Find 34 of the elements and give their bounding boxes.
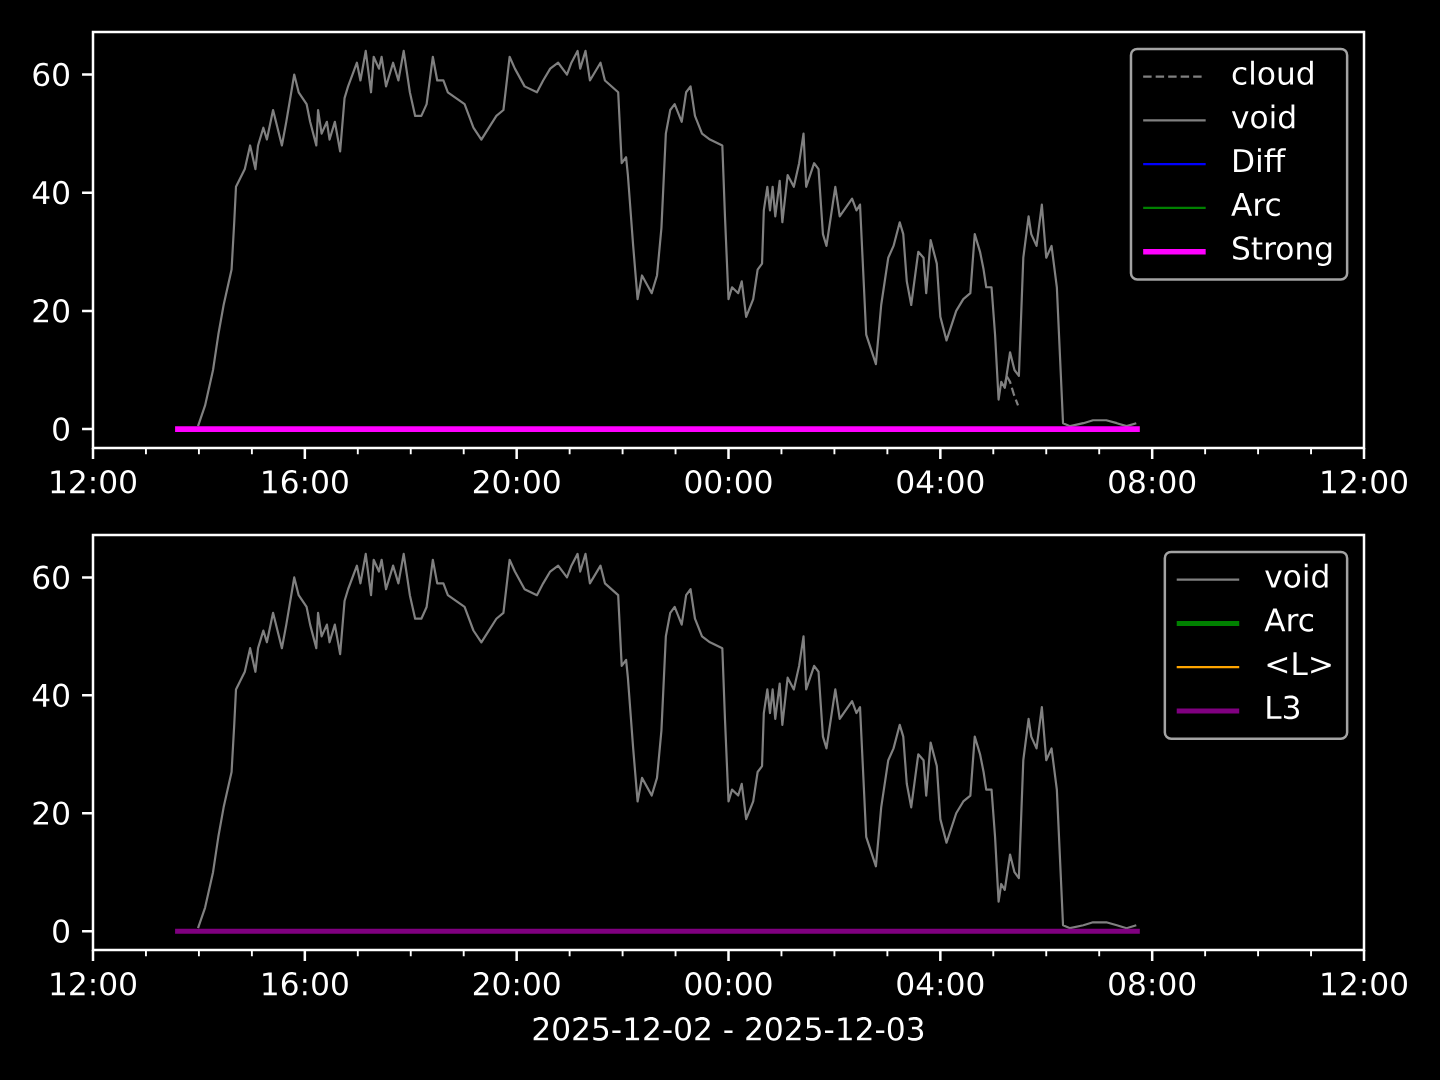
- y-tick-label: 60: [33, 62, 69, 87]
- x-tick-label: 04:00: [897, 971, 984, 996]
- x-tick-label: 12:00: [1322, 971, 1407, 996]
- y-tick-label: 40: [32, 683, 69, 708]
- legend-label: L3: [1267, 695, 1300, 720]
- legend-label: Strong: [1233, 236, 1332, 267]
- y-tick-label: 60: [33, 565, 69, 590]
- x-tick-label: 16:00: [263, 971, 348, 996]
- legend-label: Arc: [1231, 192, 1280, 217]
- legend-label: <L>: [1267, 652, 1331, 676]
- line-series: [196, 49, 1138, 428]
- y-tick-label: 0: [53, 919, 69, 943]
- x-tick-label: 20:00: [473, 469, 560, 494]
- x-axis-title: 2025-12-02 - 2025-12-03: [533, 1017, 924, 1041]
- x-tick-label: 00:00: [685, 469, 772, 494]
- legend-label: Arc: [1264, 608, 1314, 632]
- y-tick-label: 40: [32, 180, 69, 205]
- x-tick-label: 12:00: [51, 971, 136, 996]
- x-tick-label: 20:00: [473, 971, 560, 996]
- legend-label: cloud: [1232, 60, 1313, 85]
- y-tick-label: 0: [53, 417, 69, 441]
- x-tick-label: 08:00: [1109, 971, 1196, 996]
- x-tick-label: 00:00: [685, 971, 772, 996]
- x-tick-label: 08:00: [1109, 469, 1196, 494]
- line-series: [196, 552, 1138, 930]
- x-tick-label: 16:00: [263, 469, 348, 494]
- legend-label: void: [1265, 563, 1328, 588]
- x-tick-label: 12:00: [51, 469, 136, 494]
- x-tick-label: 12:00: [1322, 469, 1407, 494]
- legend-label: Diff: [1234, 148, 1286, 172]
- y-tick-label: 20: [33, 299, 69, 323]
- y-tick-label: 20: [33, 801, 69, 826]
- legend-label: void: [1231, 104, 1295, 129]
- x-tick-label: 04:00: [897, 469, 984, 494]
